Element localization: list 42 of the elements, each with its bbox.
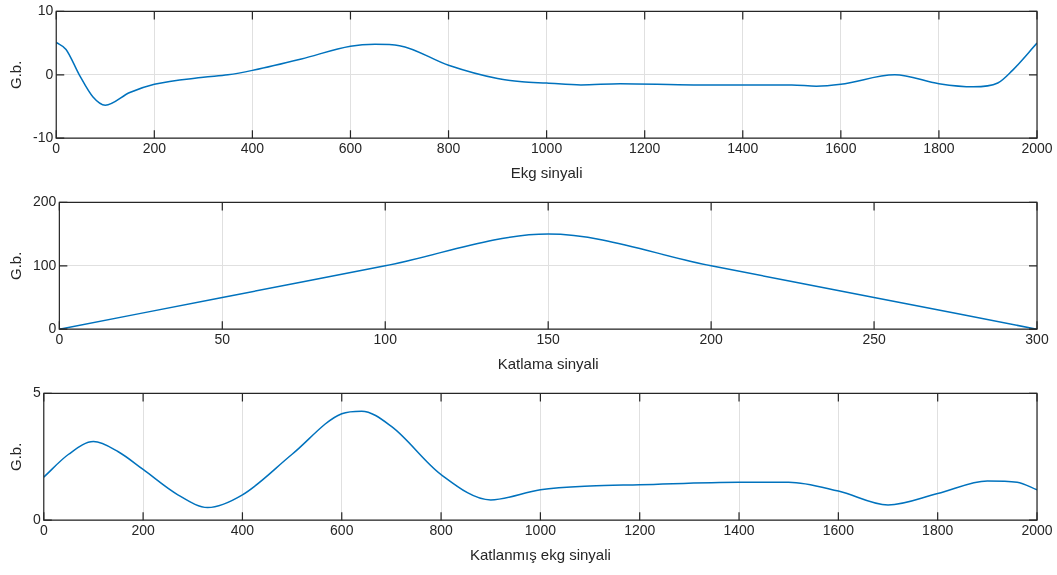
y-axis-title: G.b. [7,251,25,280]
x-tick-label: 400 [240,140,265,157]
x-tick-label: 800 [436,140,461,157]
x-tick-label: 2000 [1021,140,1053,157]
x-tick-label: 600 [330,522,354,539]
line-series [56,41,1037,106]
x-tick-label: 1800 [923,140,955,157]
y-tick-label: -10 [33,129,54,146]
x-tick-label: 2000 [1021,522,1053,539]
x-tick-label: 1200 [624,522,656,539]
x-tick-label: 250 [862,331,886,348]
x-tick-label: 800 [429,522,453,539]
x-tick-label: 150 [536,331,561,348]
x-tick-label: 200 [699,331,724,348]
x-tick-label: 200 [131,522,155,539]
y-axis-title: G.b. [7,60,25,89]
x-tick-label: 1600 [825,140,857,157]
x-tick-label: 1400 [723,522,755,539]
x-tick-label: 100 [373,331,398,348]
x-tick-label: 1000 [531,140,563,157]
x-tick-label: 200 [142,140,167,157]
x-tick-label: 1600 [822,522,855,539]
x-axis-title: Ekg sinyali [510,164,583,182]
x-tick-label: 50 [214,331,231,348]
y-axis-title: G.b. [7,442,25,471]
x-tick-label: 600 [338,140,363,157]
y-tick-label: 10 [37,2,54,19]
x-tick-label: 1200 [629,140,661,157]
x-tick-label: 1800 [922,522,954,539]
y-tick-label: 0 [45,65,54,82]
y-tick-label: 0 [32,511,41,528]
x-tick-label: 1000 [524,522,557,539]
x-tick-label: 400 [230,522,255,539]
line-series [43,410,1037,509]
x-tick-label: 1400 [727,140,759,157]
y-tick-label: 5 [32,384,41,401]
x-axis-title: Katlanmış ekg sinyali [469,546,611,564]
x-axis-title: Katlama sinyali [497,355,599,373]
y-tick-label: 100 [33,256,57,273]
x-tick-label: 300 [1025,331,1049,348]
y-tick-label: 0 [48,320,57,337]
y-tick-label: 200 [33,193,57,210]
